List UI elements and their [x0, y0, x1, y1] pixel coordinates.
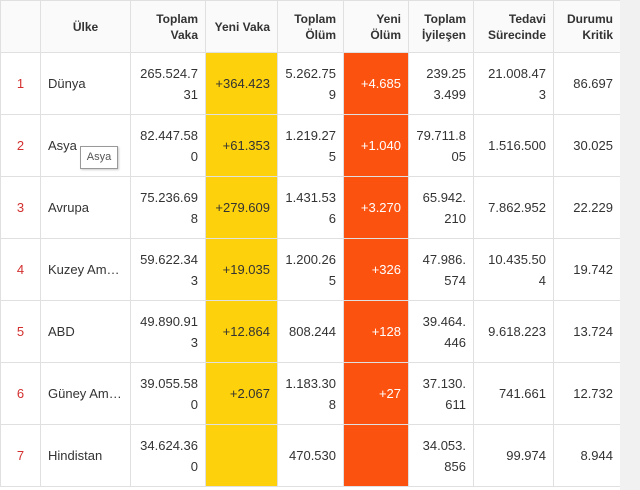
cell: +279.609 [205, 176, 278, 239]
cell: 75.236.698 [130, 176, 206, 239]
covid-table: Ülke Toplam Vaka Yeni Vaka Toplam Ölüm Yeni … [0, 0, 621, 487]
cell: +128 [343, 300, 409, 363]
cell: +61.353 [205, 114, 278, 177]
cell: 5.262.759 [277, 52, 344, 115]
cell: 82.447.580 [130, 114, 206, 177]
cell: 239.253.499 [408, 52, 474, 115]
country-cell[interactable]: Avrupa [40, 176, 131, 239]
table-row: 6 Güney Am… 39.055.580 +2.067 1.183.308 +27 37… [0, 362, 621, 425]
table-row: 1 Dünya 265.524.731 +364.423 5.262.759 +4.685… [0, 52, 621, 115]
table-row: 3 Avrupa 75.236.698 +279.609 1.431.536 +3.270… [0, 176, 621, 239]
cell: 1.183.308 [277, 362, 344, 425]
cell: 47.986.574 [408, 238, 474, 301]
cell [205, 424, 278, 487]
cell: 1 [0, 52, 41, 115]
cell: 59.622.343 [130, 238, 206, 301]
cell: +27 [343, 362, 409, 425]
cell: 39.464.446 [408, 300, 474, 363]
country-cell[interactable]: Hindistan [40, 424, 131, 487]
table-row: 2 Asya 82.447.580 +61.353 1.219.275 +1.040 79.… [0, 114, 621, 177]
cell: 13.724 [553, 300, 621, 363]
cell: +4.685 [343, 52, 409, 115]
cell: +1.040 [343, 114, 409, 177]
country-cell[interactable]: Dünya [40, 52, 131, 115]
cell: 3 [0, 176, 41, 239]
cell: 6 [0, 362, 41, 425]
column-header[interactable]: Toplam Ölüm [277, 0, 344, 53]
cell: 99.974 [473, 424, 554, 487]
table-row: 5 ABD 49.890.913 +12.864 808.244 +128 39.464.4… [0, 300, 621, 363]
cell: 37.130.611 [408, 362, 474, 425]
header-row: Ülke Toplam Vaka Yeni Vaka Toplam Ölüm Yeni … [0, 0, 621, 53]
cell: 470.530 [277, 424, 344, 487]
table-row: 4 Kuzey Am… 59.622.343 +19.035 1.200.265 +326… [0, 238, 621, 301]
column-header[interactable]: Yeni Ölüm [343, 0, 409, 53]
cell: 34.624.360 [130, 424, 206, 487]
cell: 7.862.952 [473, 176, 554, 239]
cell: 4 [0, 238, 41, 301]
column-header [0, 0, 41, 53]
cell: 79.711.805 [408, 114, 474, 177]
cell: 5 [0, 300, 41, 363]
cell: 265.524.731 [130, 52, 206, 115]
country-cell[interactable]: Kuzey Am… [40, 238, 131, 301]
cell: 19.742 [553, 238, 621, 301]
cell: 1.516.500 [473, 114, 554, 177]
cell: 9.618.223 [473, 300, 554, 363]
cell [343, 424, 409, 487]
country-cell[interactable]: Güney Am… [40, 362, 131, 425]
cell: 741.661 [473, 362, 554, 425]
cell: 1.200.265 [277, 238, 344, 301]
table-body: 1 Dünya 265.524.731 +364.423 5.262.759 +4.685… [0, 52, 621, 487]
cell: 39.055.580 [130, 362, 206, 425]
cell: 8.944 [553, 424, 621, 487]
cell: 7 [0, 424, 41, 487]
cell: +3.270 [343, 176, 409, 239]
scrollbar [620, 0, 640, 490]
cell: 34.053.856 [408, 424, 474, 487]
table-row: 7 Hindistan 34.624.360 470.530 34.053.856 99.… [0, 424, 621, 487]
column-header[interactable]: Durumu Kritik [553, 0, 621, 53]
cell: +2.067 [205, 362, 278, 425]
cell: 1.219.275 [277, 114, 344, 177]
cell: 49.890.913 [130, 300, 206, 363]
country-cell[interactable]: ABD [40, 300, 131, 363]
cell: 1.431.536 [277, 176, 344, 239]
cell: +12.864 [205, 300, 278, 363]
cell: 30.025 [553, 114, 621, 177]
cell: 808.244 [277, 300, 344, 363]
column-header[interactable]: Tedavi Sürecinde [473, 0, 554, 53]
cell: 21.008.473 [473, 52, 554, 115]
cell: 65.942.210 [408, 176, 474, 239]
tooltip: Asya [80, 146, 118, 169]
cell: +364.423 [205, 52, 278, 115]
column-header[interactable]: Yeni Vaka [205, 0, 278, 53]
column-header[interactable]: Ülke [40, 0, 131, 53]
cell: +326 [343, 238, 409, 301]
cell: 22.229 [553, 176, 621, 239]
column-header[interactable]: Toplam Vaka [130, 0, 206, 53]
cell: 12.732 [553, 362, 621, 425]
column-header[interactable]: Toplam İyileşen [408, 0, 474, 53]
cell: 2 [0, 114, 41, 177]
cell: +19.035 [205, 238, 278, 301]
cell: 10.435.504 [473, 238, 554, 301]
cell: 86.697 [553, 52, 621, 115]
